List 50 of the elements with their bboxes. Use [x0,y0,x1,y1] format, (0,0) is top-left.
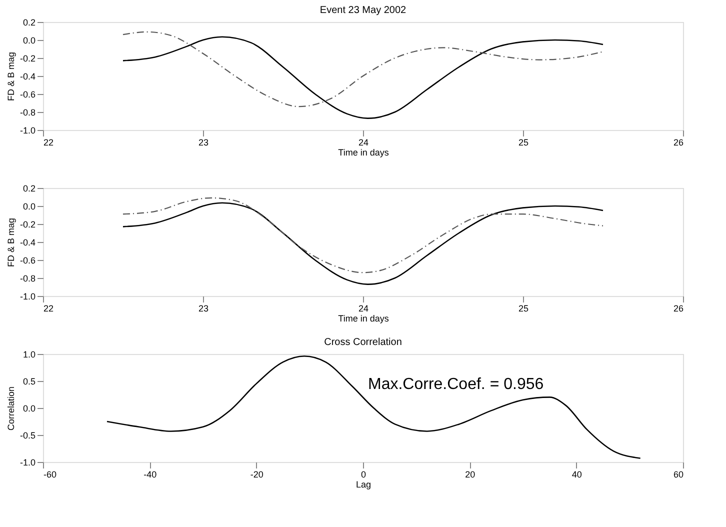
x-tick-label: 25 [518,138,529,148]
annotation: Max.Corre.Coef. = 0.956 [368,376,544,393]
chart-title: Cross Correlation [324,337,402,348]
y-tick-label: 0.0 [22,404,36,414]
y-tick-label: -0.8 [20,274,36,284]
y-tick-label: -0.8 [20,108,36,118]
x-tick-label: -20 [250,470,264,480]
x-axis-title: Time in days [338,148,390,158]
y-tick-label: 0.5 [22,376,36,386]
line-series [122,197,604,274]
line-series [106,356,641,459]
y-tick-label: -0.2 [20,220,36,230]
y-tick-label: 0.0 [22,36,36,46]
line-series [122,36,604,119]
x-tick-label: 24 [358,138,369,148]
y-tick-label: -0.4 [20,238,36,248]
x-tick-label: 22 [44,304,54,314]
y-tick-label: 0.2 [22,18,36,28]
y-tick-label: -0.4 [20,72,36,82]
x-axis-title: Lag [356,480,372,490]
y-tick-label: -0.2 [20,54,36,64]
y-axis-title: FD & B mag [6,218,16,268]
y-axis-title: Correlation [6,386,16,431]
x-tick-label: 23 [198,304,209,314]
x-tick-label: 26 [673,304,684,314]
x-tick-label: 24 [358,304,369,314]
x-tick-label: 26 [673,138,684,148]
x-tick-label: 60 [673,470,684,480]
y-tick-label: 1.0 [22,350,36,360]
y-tick-label: -0.6 [20,90,36,100]
y-tick-label: 0.2 [22,184,36,194]
x-tick-label: 25 [518,304,529,314]
y-tick-label: -0.5 [20,430,36,440]
y-tick-label: -1.0 [20,126,36,136]
x-tick-label: 20 [465,470,476,480]
line-series [122,31,604,108]
chart-title: Event 23 May 2002 [320,5,407,16]
x-tick-label: 22 [44,138,54,148]
x-axis-title: Time in days [338,314,390,324]
line-series [122,202,604,285]
y-tick-label: -0.6 [20,256,36,266]
x-tick-label: -40 [144,470,157,480]
x-tick-label: 23 [198,138,209,148]
y-tick-label: 0.0 [22,202,36,212]
x-tick-label: 40 [572,470,582,480]
x-tick-label: 0 [360,470,366,480]
x-tick-label: -60 [44,470,57,480]
y-axis-title: FD & B mag [6,52,16,102]
y-tick-label: -1.0 [20,292,36,302]
y-tick-label: -1.0 [20,458,36,468]
